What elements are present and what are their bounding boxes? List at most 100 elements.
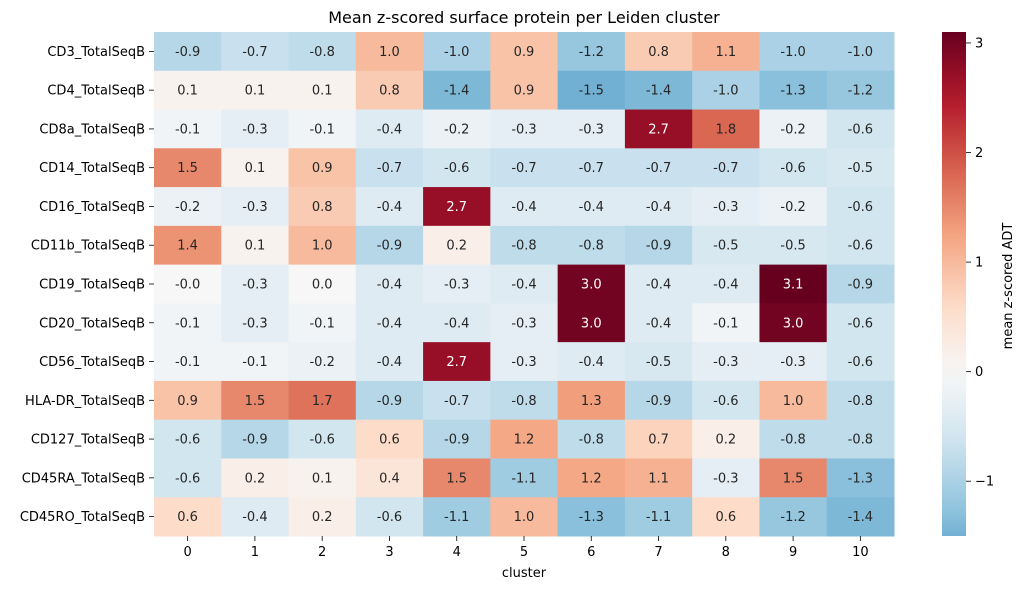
cell-value-label: -0.3 <box>713 471 738 486</box>
cell-value-label: -0.4 <box>713 278 738 293</box>
cell-value-label: 1.0 <box>312 239 333 254</box>
heatmap-cell <box>692 225 760 266</box>
heatmap-cell <box>221 303 290 343</box>
x-tick-label: 6 <box>587 545 595 560</box>
cell-value-label: 0.6 <box>177 510 198 525</box>
cell-value-label: -1.0 <box>780 45 805 60</box>
cell-value-label: -0.7 <box>242 45 267 60</box>
heatmap-cell <box>624 380 693 421</box>
heatmap-cell <box>288 303 357 343</box>
heatmap-cell <box>355 187 424 227</box>
y-tick-label: CD45RA_TotalSeqB <box>22 471 145 486</box>
heatmap-cell <box>423 264 491 304</box>
y-tick-label: CD4_TotalSeqB <box>47 84 145 99</box>
cell-value-label: -0.3 <box>511 316 536 331</box>
heatmap-cell <box>759 497 828 537</box>
cell-value-label: -0.9 <box>444 433 469 448</box>
heatmap-cell <box>490 32 559 72</box>
cell-value-label: -0.5 <box>848 161 873 176</box>
cell-value-label: -0.9 <box>175 45 200 60</box>
x-tick-label: 3 <box>385 545 393 560</box>
heatmap-cell <box>557 458 626 498</box>
heatmap-cell <box>423 497 491 537</box>
cell-value-label: -1.0 <box>713 84 738 99</box>
cell-value-label: -0.9 <box>377 239 402 254</box>
heatmap-cell <box>288 109 357 149</box>
cell-value-label: 2.7 <box>446 355 467 370</box>
heatmap-cell <box>154 458 222 498</box>
heatmap-cell <box>692 264 760 304</box>
y-tick-label: HLA-DR_TotalSeqB <box>25 394 145 409</box>
heatmap-cell <box>221 225 290 266</box>
heatmap-cell <box>557 109 626 149</box>
cell-value-label: -0.7 <box>511 161 536 176</box>
cell-value-label: -0.4 <box>377 200 402 215</box>
heatmap-cell <box>692 187 760 227</box>
colorbar-tick-label: 0 <box>975 365 983 380</box>
heatmap-cell <box>423 342 491 382</box>
cell-value-label: -0.8 <box>848 433 873 448</box>
cell-value-label: -0.8 <box>579 239 604 254</box>
heatmap-cell <box>490 419 559 459</box>
heatmap-cell <box>624 148 693 188</box>
cell-value-label: 0.1 <box>312 84 333 99</box>
heatmap-cell <box>826 32 895 72</box>
x-tick-label: 5 <box>520 545 528 560</box>
heatmap-cell <box>692 148 760 188</box>
cell-value-label: -0.4 <box>511 278 536 293</box>
heatmap-cell <box>288 187 357 227</box>
heatmap-cell <box>288 70 357 111</box>
chart-title: Mean z-scored surface protein per Leiden… <box>328 8 720 27</box>
cell-value-label: -0.3 <box>242 278 267 293</box>
cell-value-label: 3.1 <box>783 278 804 293</box>
cell-value-label: -0.6 <box>848 355 873 370</box>
heatmap-cell <box>759 70 828 111</box>
cell-value-label: 0.9 <box>514 84 535 99</box>
heatmap-cell <box>624 497 693 537</box>
cell-value-label: -0.4 <box>579 355 604 370</box>
heatmap-cell <box>624 342 693 382</box>
cell-value-label: -0.6 <box>848 200 873 215</box>
cell-value-label: -0.1 <box>713 316 738 331</box>
cell-value-label: -0.4 <box>579 200 604 215</box>
cell-value-label: -0.4 <box>242 510 267 525</box>
y-tick-label: CD19_TotalSeqB <box>39 278 145 293</box>
heatmap-cell <box>826 497 895 537</box>
heatmap-cell <box>221 70 290 111</box>
cell-value-label: -0.6 <box>309 433 334 448</box>
cell-value-label: -0.1 <box>242 355 267 370</box>
heatmap-cell <box>221 32 290 72</box>
cell-value-label: 0.1 <box>177 84 198 99</box>
cell-value-label: -0.1 <box>175 316 200 331</box>
cell-value-label: -0.6 <box>848 239 873 254</box>
heatmap-cell <box>490 497 559 537</box>
cell-value-label: 1.0 <box>783 394 804 409</box>
heatmap-cell <box>221 187 290 227</box>
heatmap-cell <box>154 497 222 537</box>
heatmap-cell <box>490 148 559 188</box>
heatmap-cell <box>154 32 222 72</box>
cell-value-label: 0.9 <box>177 394 198 409</box>
cell-value-label: -0.3 <box>713 355 738 370</box>
cell-value-label: -0.7 <box>713 161 738 176</box>
cell-value-label: 3.0 <box>581 278 602 293</box>
cell-value-label: -0.3 <box>511 355 536 370</box>
cell-value-label: -0.6 <box>848 122 873 137</box>
cell-value-label: 1.5 <box>245 394 266 409</box>
heatmap-cell <box>826 342 895 382</box>
x-tick-label: 1 <box>251 545 259 560</box>
heatmap-cell <box>624 458 693 498</box>
heatmap-cell <box>355 32 424 72</box>
cell-value-label: 0.2 <box>446 239 467 254</box>
heatmap-cell <box>355 70 424 111</box>
heatmap-cell <box>624 419 693 459</box>
cell-value-label: -0.7 <box>377 161 402 176</box>
x-tick-label: 0 <box>183 545 191 560</box>
heatmap-cell <box>490 342 559 382</box>
heatmap-cell <box>557 303 626 343</box>
cell-value-label: -0.6 <box>780 161 805 176</box>
heatmap-cell <box>423 109 491 149</box>
y-tick-label: CD127_TotalSeqB <box>31 433 145 448</box>
cell-value-label: -0.5 <box>646 355 671 370</box>
heatmap-cell <box>624 109 693 149</box>
